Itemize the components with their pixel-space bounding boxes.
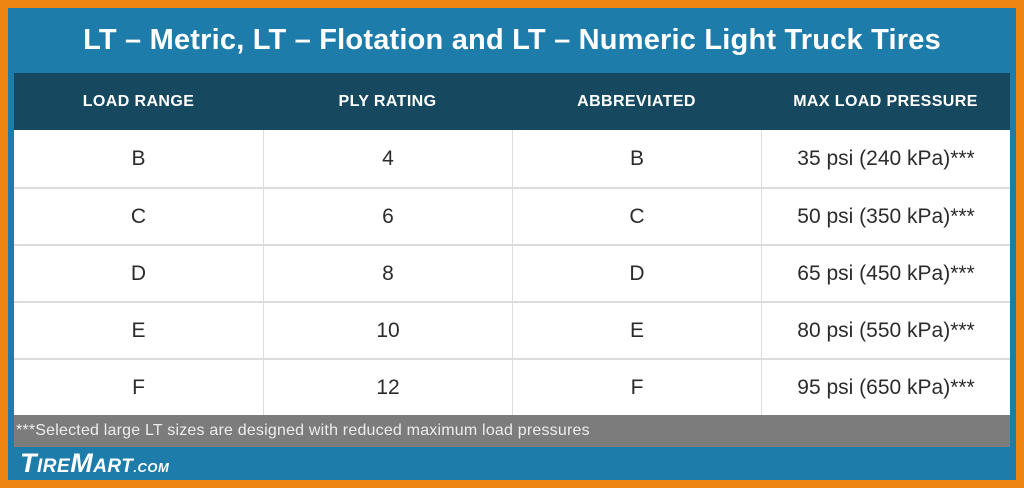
table-cell: 35 psi (240 kPa)*** — [761, 130, 1010, 187]
column-header: LOAD RANGE — [82, 92, 195, 110]
table-cell: C — [130, 204, 147, 228]
table-cell: E — [512, 303, 761, 358]
column-header: ABBREVIATED — [577, 92, 696, 110]
table-cell: B — [131, 146, 146, 170]
table-cell: 10 — [263, 303, 512, 358]
table-cell: F — [512, 360, 761, 415]
table-cell: 8 — [263, 246, 512, 301]
table-row: C 6 C 50 psi (350 kPa)*** — [14, 187, 1010, 244]
logo-segment: IRE — [37, 456, 71, 477]
table-cell: D — [130, 261, 147, 285]
tiremart-logo: TIREMART.COM — [20, 450, 169, 477]
table-cell: C — [512, 189, 761, 244]
table-cell: 12 — [263, 360, 512, 415]
footer-bar: TIREMART.COM — [8, 447, 1016, 480]
logo-tld: .COM — [133, 460, 170, 475]
column-header: MAX LOAD PRESSURE — [793, 92, 978, 110]
table-row: B 4 B 35 psi (240 kPa)*** — [14, 130, 1010, 187]
table-cell: E — [131, 318, 146, 342]
table-row: E 10 E 80 psi (550 kPa)*** — [14, 301, 1010, 358]
logo-segment: T — [20, 448, 37, 478]
tire-load-range-table: LOAD RANGE PLY RATING ABBREVIATED MAX LOAD … — [14, 73, 1010, 447]
table-cell: B — [512, 130, 761, 187]
panel: LT – Metric, LT – Flotation and LT – Num… — [8, 8, 1016, 480]
logo-segment: M — [70, 448, 94, 478]
table-cell: 95 psi (650 kPa)*** — [761, 360, 1010, 415]
table-row: D 8 D 65 psi (450 kPa)*** — [14, 244, 1010, 301]
table-cell: F — [132, 375, 145, 399]
page-title: LT – Metric, LT – Flotation and LT – Num… — [83, 24, 941, 56]
table-cell: 6 — [263, 189, 512, 244]
table-cell: 65 psi (450 kPa)*** — [761, 246, 1010, 301]
table-cell: 4 — [263, 130, 512, 187]
logo-segment: ART — [93, 456, 134, 477]
table-body: B 4 B 35 psi (240 kPa)*** C 6 C 50 psi (350 kPa… — [14, 130, 1010, 415]
column-header: PLY RATING — [338, 92, 437, 110]
table-header-row: LOAD RANGE PLY RATING ABBREVIATED MAX LOAD … — [14, 73, 1010, 130]
table-cell: D — [512, 246, 761, 301]
table-cell: 80 psi (550 kPa)*** — [761, 303, 1010, 358]
footnote-bar: ***Selected large LT sizes are designed … — [14, 415, 1010, 447]
table-cell: 50 psi (350 kPa)*** — [761, 189, 1010, 244]
table-row: F 12 F 95 psi (650 kPa)*** — [14, 358, 1010, 415]
